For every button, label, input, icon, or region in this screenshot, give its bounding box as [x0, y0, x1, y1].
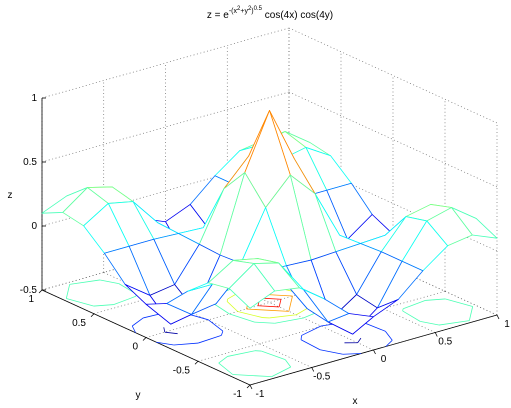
contour-line — [99, 279, 119, 285]
mesh-cell — [228, 263, 276, 309]
contour-line — [362, 321, 386, 332]
z-tick-label: -0.5 — [20, 285, 38, 296]
contour-line — [218, 356, 228, 364]
contour-line — [93, 304, 114, 307]
y-tick-label: 1 — [28, 294, 34, 305]
contour-line — [274, 317, 304, 324]
contour-line — [425, 298, 446, 301]
contour-line — [232, 374, 272, 378]
y-tick — [194, 360, 199, 365]
contour-line — [420, 320, 440, 326]
y-tick-label: -1 — [233, 389, 242, 400]
contour-line — [229, 313, 255, 323]
title-part: +y — [240, 8, 248, 15]
contour-line — [66, 298, 94, 307]
title-part: 0.5 — [254, 6, 263, 12]
x-tick-label: 0 — [381, 354, 387, 365]
contour-line — [357, 337, 362, 343]
x-tick-label: -0.5 — [313, 372, 331, 383]
x-tick — [249, 384, 253, 390]
y-tick — [90, 313, 95, 318]
contour-line — [300, 339, 321, 351]
title-part: -(x — [229, 8, 238, 15]
z-tick-label: 0.5 — [23, 157, 37, 168]
contour-line — [445, 298, 473, 307]
grid-line — [197, 290, 446, 362]
contour-line — [212, 302, 230, 315]
contour-line — [198, 334, 222, 344]
x-tick — [373, 349, 376, 355]
grid-line — [41, 91, 290, 163]
grid-line — [41, 27, 290, 99]
contour-line — [284, 359, 292, 368]
contour-line — [69, 279, 101, 285]
y-tick — [38, 289, 43, 294]
title-part: 2 — [237, 6, 241, 12]
x-tick-label: 0.5 — [438, 337, 452, 348]
y-tick-label: -0.5 — [173, 365, 191, 376]
x-tick — [311, 367, 315, 372]
contour-line — [246, 308, 289, 312]
contour-line — [402, 310, 421, 322]
contour-line — [402, 308, 404, 312]
y-tick — [142, 337, 147, 341]
x-tick — [434, 332, 438, 337]
title-part: cos(4x) cos(4y) — [262, 10, 333, 21]
title-part: ) — [251, 8, 253, 15]
contour-line — [221, 330, 224, 336]
contour-line — [254, 321, 275, 324]
contour-line — [132, 317, 144, 327]
contour-line — [226, 298, 229, 302]
title-part: 2 — [248, 6, 252, 12]
y-axis-label: y — [136, 390, 141, 401]
contour-line — [257, 305, 280, 308]
contour-line — [261, 350, 286, 360]
contour-line — [300, 335, 302, 340]
contour-line — [164, 331, 178, 335]
contour-line — [301, 325, 322, 336]
contour-line — [385, 339, 393, 347]
contour-line — [208, 319, 224, 332]
contour-line — [385, 330, 393, 341]
contour-line — [342, 353, 362, 355]
z-tick-label: 0 — [31, 221, 37, 232]
z-axis-label: z — [8, 190, 13, 201]
title-part: z = e — [207, 10, 229, 21]
contour-line — [288, 295, 293, 312]
contour-line — [269, 314, 297, 319]
contour-line — [173, 342, 199, 346]
x-axis-label: x — [353, 396, 358, 407]
x-tick-label: 1 — [504, 319, 510, 330]
contour-line — [278, 299, 282, 308]
y-tick-label: 0.5 — [72, 318, 86, 329]
contour-line — [226, 301, 238, 312]
grid-line — [288, 27, 498, 124]
contour-line — [131, 325, 136, 333]
contour-line — [65, 284, 71, 299]
contour-line — [237, 311, 263, 318]
contour-line — [468, 306, 474, 321]
contour-line — [156, 341, 174, 346]
contour-line — [403, 300, 426, 310]
contour-line — [271, 366, 291, 377]
contour-line — [227, 350, 256, 357]
x-tick-label: -1 — [256, 389, 265, 400]
z-tick-label: 1 — [31, 93, 37, 104]
chart-title: z = e-(x2+y2)0.5 cos(4x) cos(4y) — [207, 6, 333, 21]
contour-line — [113, 295, 136, 305]
contour-line — [163, 327, 166, 333]
y-tick — [246, 384, 251, 389]
contour-line — [319, 349, 343, 355]
x-tick — [496, 314, 500, 320]
contour-line — [218, 362, 233, 375]
y-tick-label: 0 — [132, 342, 138, 353]
contour-line — [438, 320, 470, 326]
